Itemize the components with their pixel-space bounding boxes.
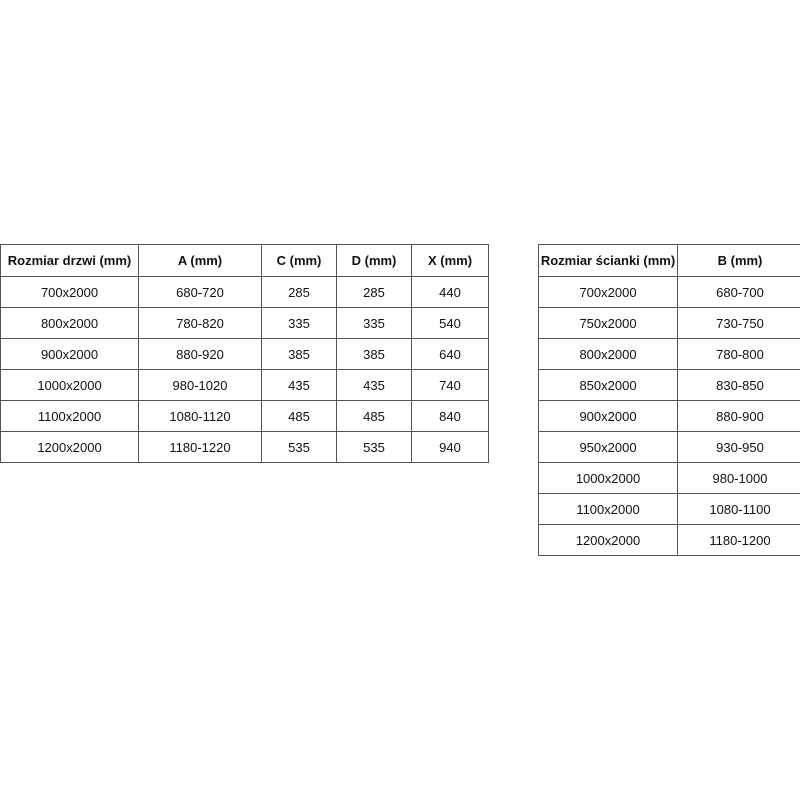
table-cell: 1000x2000 bbox=[538, 462, 678, 494]
table-cell: 950x2000 bbox=[538, 431, 678, 463]
table-row: 1100x2000 1080-1120 485 485 840 bbox=[0, 400, 489, 432]
table-cell: 1080-1100 bbox=[677, 493, 800, 525]
table-cell: 980-1000 bbox=[677, 462, 800, 494]
table-cell: 800x2000 bbox=[538, 338, 678, 370]
table-cell: 930-950 bbox=[677, 431, 800, 463]
table-row: 900x2000 880-900 bbox=[538, 400, 800, 432]
table-row: 1000x2000 980-1020 435 435 740 bbox=[0, 369, 489, 401]
table-row: 900x2000 880-920 385 385 640 bbox=[0, 338, 489, 370]
table-cell: 880-900 bbox=[677, 400, 800, 432]
table-cell: 485 bbox=[336, 400, 412, 432]
table-cell: 435 bbox=[336, 369, 412, 401]
table-row: 700x2000 680-720 285 285 440 bbox=[0, 276, 489, 308]
table-cell: 285 bbox=[336, 276, 412, 308]
table-row: 850x2000 830-850 bbox=[538, 369, 800, 401]
table-cell: 535 bbox=[336, 431, 412, 463]
table-cell: 1100x2000 bbox=[538, 493, 678, 525]
table-cell: 540 bbox=[411, 307, 489, 339]
table-cell: 535 bbox=[261, 431, 337, 463]
column-header: C (mm) bbox=[261, 244, 337, 277]
wall-size-table: Rozmiar ścianki (mm) B (mm) 700x2000 680-7… bbox=[538, 244, 800, 556]
table-cell: 700x2000 bbox=[538, 276, 678, 308]
table-cell: 850x2000 bbox=[538, 369, 678, 401]
column-header: A (mm) bbox=[138, 244, 262, 277]
table-row: 750x2000 730-750 bbox=[538, 307, 800, 339]
table-cell: 1180-1200 bbox=[677, 524, 800, 556]
table-cell: 285 bbox=[261, 276, 337, 308]
table-row: 1100x2000 1080-1100 bbox=[538, 493, 800, 525]
column-header: D (mm) bbox=[336, 244, 412, 277]
table-cell: 700x2000 bbox=[0, 276, 139, 308]
table-cell: 385 bbox=[336, 338, 412, 370]
table-cell: 485 bbox=[261, 400, 337, 432]
table-row: 950x2000 930-950 bbox=[538, 431, 800, 463]
table-row: 1200x2000 1180-1200 bbox=[538, 524, 800, 556]
table-cell: 435 bbox=[261, 369, 337, 401]
table-header-row: Rozmiar drzwi (mm) A (mm) C (mm) D (mm) X (m… bbox=[0, 244, 489, 277]
column-header: Rozmiar drzwi (mm) bbox=[0, 244, 139, 277]
column-header: B (mm) bbox=[677, 244, 800, 277]
table-cell: 1000x2000 bbox=[0, 369, 139, 401]
table-cell: 730-750 bbox=[677, 307, 800, 339]
table-cell: 1200x2000 bbox=[0, 431, 139, 463]
table-cell: 385 bbox=[261, 338, 337, 370]
table-cell: 940 bbox=[411, 431, 489, 463]
table-cell: 750x2000 bbox=[538, 307, 678, 339]
table-cell: 680-700 bbox=[677, 276, 800, 308]
table-cell: 335 bbox=[261, 307, 337, 339]
table-cell: 1100x2000 bbox=[0, 400, 139, 432]
table-cell: 780-800 bbox=[677, 338, 800, 370]
table-cell: 440 bbox=[411, 276, 489, 308]
table-cell: 1080-1120 bbox=[138, 400, 262, 432]
table-row: 1200x2000 1180-1220 535 535 940 bbox=[0, 431, 489, 463]
table-cell: 900x2000 bbox=[538, 400, 678, 432]
table-cell: 680-720 bbox=[138, 276, 262, 308]
door-size-table: Rozmiar drzwi (mm) A (mm) C (mm) D (mm) X (m… bbox=[0, 244, 489, 463]
table-cell: 780-820 bbox=[138, 307, 262, 339]
column-header: Rozmiar ścianki (mm) bbox=[538, 244, 678, 277]
table-cell: 880-920 bbox=[138, 338, 262, 370]
table-row: 1000x2000 980-1000 bbox=[538, 462, 800, 494]
table-header-row: Rozmiar ścianki (mm) B (mm) bbox=[538, 244, 800, 277]
table-row: 700x2000 680-700 bbox=[538, 276, 800, 308]
table-cell: 800x2000 bbox=[0, 307, 139, 339]
table-cell: 1200x2000 bbox=[538, 524, 678, 556]
table-cell: 640 bbox=[411, 338, 489, 370]
column-header: X (mm) bbox=[411, 244, 489, 277]
table-cell: 335 bbox=[336, 307, 412, 339]
table-cell: 840 bbox=[411, 400, 489, 432]
table-cell: 830-850 bbox=[677, 369, 800, 401]
table-row: 800x2000 780-820 335 335 540 bbox=[0, 307, 489, 339]
table-cell: 900x2000 bbox=[0, 338, 139, 370]
table-cell: 980-1020 bbox=[138, 369, 262, 401]
table-cell: 740 bbox=[411, 369, 489, 401]
table-row: 800x2000 780-800 bbox=[538, 338, 800, 370]
table-cell: 1180-1220 bbox=[138, 431, 262, 463]
